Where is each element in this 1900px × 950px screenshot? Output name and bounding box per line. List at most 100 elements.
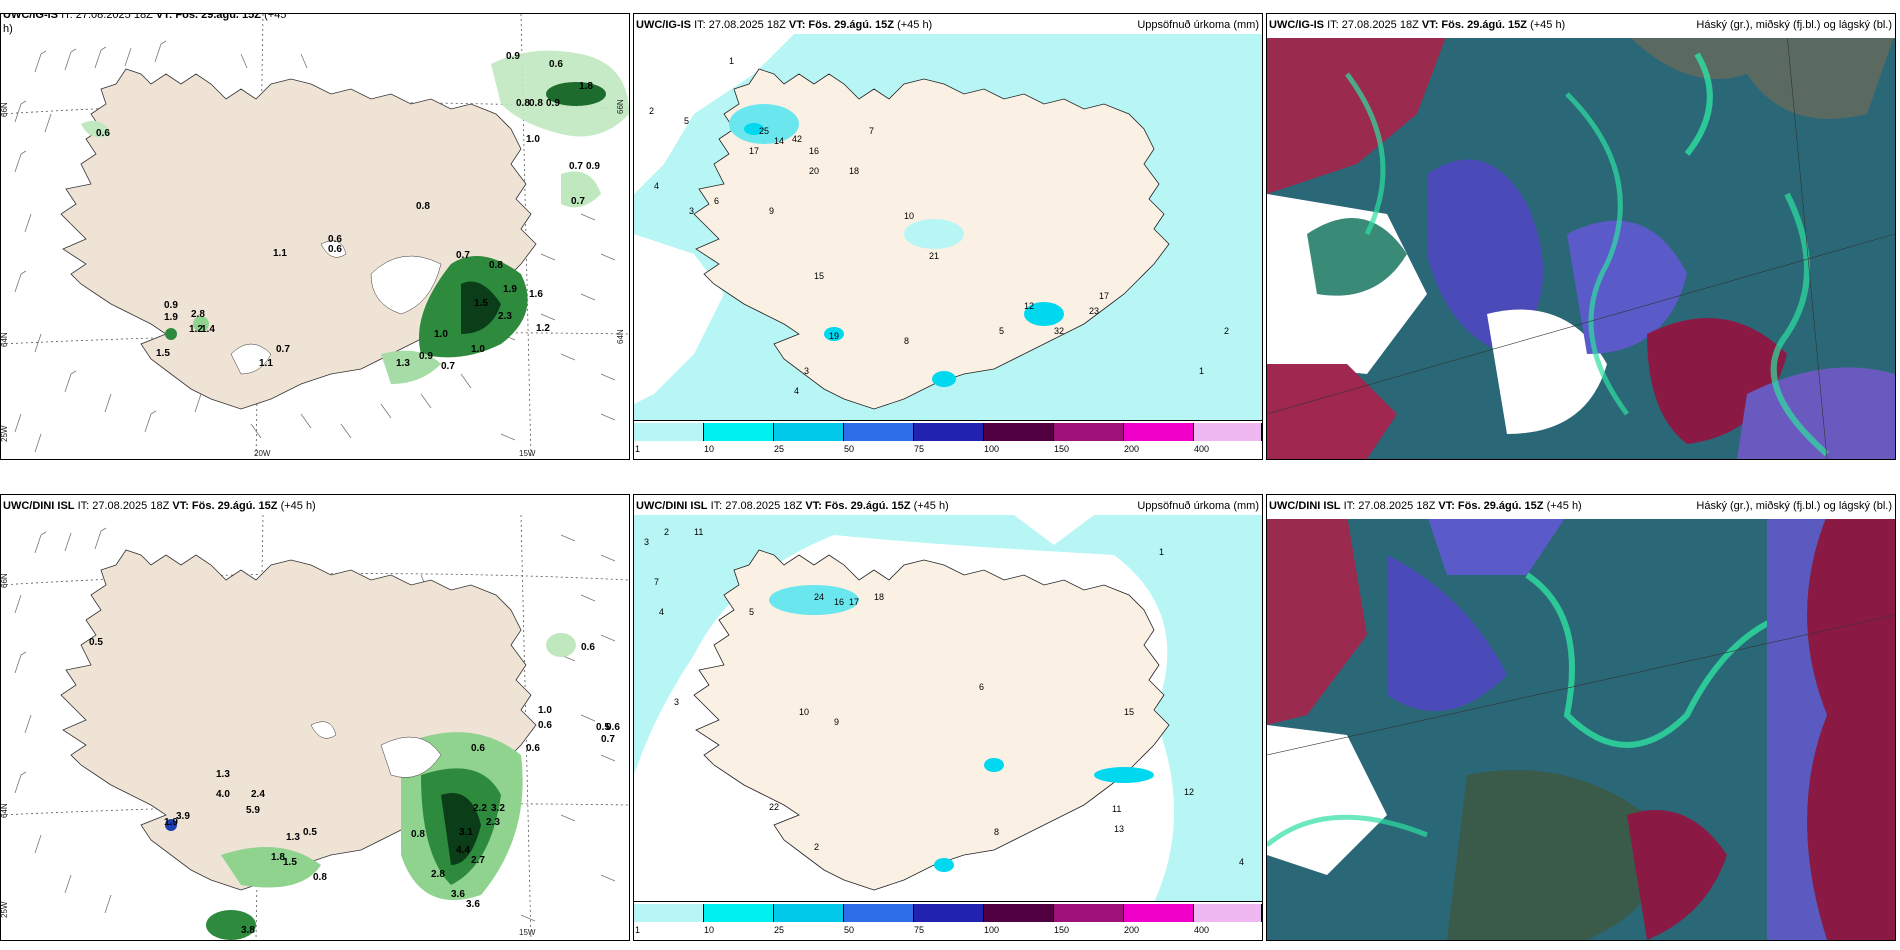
iceland-land xyxy=(693,549,1170,891)
precip-values: 0.9 0.6 1.8 0.8 0.8 0.9 1.0 0.7 0.9 0.7 … xyxy=(96,51,600,372)
colorbar-tick: 200 xyxy=(1124,444,1140,454)
colorbar-tick: 400 xyxy=(1194,444,1210,454)
value-label: 13 xyxy=(1114,824,1124,834)
panel-header: UWC/IG-IS IT: 27.08.2025 18Z VT: Fös. 29… xyxy=(634,14,1262,38)
axis-label-20w: 20W xyxy=(254,449,271,458)
axis-label-15w: 15W xyxy=(519,449,536,458)
value-label: 0.8 xyxy=(529,98,543,109)
value-label: 3.8 xyxy=(241,925,255,936)
value-label: 1.6 xyxy=(529,289,543,300)
white-gaps xyxy=(230,240,442,375)
panel-header: UWC/IG-IS IT: 27.08.2025 18Z VT: Fös. 29… xyxy=(1,13,629,35)
colorbar-swatch xyxy=(704,904,774,922)
value-label: 0.8 xyxy=(411,829,425,840)
colorbar-tick: 400 xyxy=(1194,925,1210,935)
axis-label-64n: 64N xyxy=(1,332,9,347)
value-label: 1.0 xyxy=(538,705,552,716)
value-label: 17 xyxy=(1099,291,1109,301)
model-name: UWC/DINI ISL xyxy=(1269,500,1341,512)
value-label: 11 xyxy=(1112,804,1121,814)
value-label: 0.6 xyxy=(549,59,563,70)
value-label: 18 xyxy=(849,166,859,176)
panel-title: Háský (gr.), miðský (fj.bl.) og lágský (… xyxy=(1696,500,1892,512)
axis-label-15w: 15W xyxy=(519,928,536,937)
lead-time-cont: h) xyxy=(3,23,13,35)
value-label: 4 xyxy=(1239,857,1244,867)
map-canvas: 0.5 0.6 1.0 0.6 0.5 0.6 0.7 0.6 0.6 1.3 … xyxy=(1,515,629,940)
value-label: 3.6 xyxy=(466,899,480,910)
panel-header: UWC/IG-IS IT: 27.08.2025 18Z VT: Fös. 29… xyxy=(1267,14,1895,38)
value-label: 7 xyxy=(869,126,874,136)
precip-shading xyxy=(81,50,629,384)
model-name: UWC/DINI ISL xyxy=(3,500,75,512)
panel-dini-wind-precip: UWC/DINI ISL IT: 27.08.2025 18Z VT: Fös.… xyxy=(0,494,630,941)
value-label: 5 xyxy=(999,326,1004,336)
accum-values: 1 2 5 4 3 6 25 17 14 42 20 16 18 10 9 7 … xyxy=(649,56,1229,396)
map-canvas xyxy=(1267,34,1895,459)
colorbar-tick: 1 xyxy=(635,925,641,935)
init-time: IT: 27.08.2025 18Z xyxy=(694,19,786,31)
value-label: 2.4 xyxy=(251,789,265,800)
value-label: 2.2 xyxy=(473,803,487,814)
value-label: 1 xyxy=(729,56,734,66)
panel-dini-accum-precip: UWC/DINI ISL IT: 27.08.2025 18Z VT: Fös.… xyxy=(633,494,1263,941)
value-label: 42 xyxy=(792,134,802,144)
value-label: 5 xyxy=(684,116,689,126)
lead-time: (+45 h) xyxy=(1546,500,1582,512)
value-label: 0.8 xyxy=(313,872,327,883)
model-name: UWC/IG-IS xyxy=(1269,19,1324,31)
value-label: 1.3 xyxy=(396,358,410,369)
colorbar-tick: 50 xyxy=(844,444,855,454)
colorbar-tick: 25 xyxy=(774,925,785,935)
value-label: 17 xyxy=(849,597,859,607)
value-label: 7 xyxy=(654,577,659,587)
colorbar-tick: 75 xyxy=(914,925,925,935)
value-label: 1.2 xyxy=(189,324,203,335)
value-label: 8 xyxy=(994,827,999,837)
axis-label-25w: 25W xyxy=(1,901,9,918)
value-label: 4 xyxy=(654,181,659,191)
value-label: 1.2 xyxy=(536,323,550,334)
value-label: 3.2 xyxy=(491,803,505,814)
value-label: 1.9 xyxy=(164,817,178,828)
value-label: 1.0 xyxy=(526,134,540,145)
value-label: 1.9 xyxy=(164,312,178,323)
colorbar-tick: 10 xyxy=(704,925,715,935)
lead-time: (+45 h) xyxy=(897,19,933,31)
white-gaps xyxy=(310,721,442,778)
value-label: 14 xyxy=(774,136,784,146)
value-label: 1.5 xyxy=(156,348,170,359)
value-label: 19 xyxy=(829,331,839,341)
value-label: 20 xyxy=(809,166,819,176)
value-label: 0.6 xyxy=(328,244,342,255)
value-label: 16 xyxy=(809,146,819,156)
model-name: UWC/IG-IS xyxy=(636,19,691,31)
value-label: 0.5 xyxy=(596,722,610,733)
panel-header: UWC/DINI ISL IT: 27.08.2025 18Z VT: Fös.… xyxy=(634,495,1262,519)
value-label: 10 xyxy=(904,211,914,221)
value-label: 0.7 xyxy=(456,250,470,261)
colorbar-tick: 25 xyxy=(774,444,785,454)
value-label: 0.9 xyxy=(546,98,560,109)
colorbar-tick: 75 xyxy=(914,444,925,454)
value-label: 1.3 xyxy=(286,832,300,843)
colorbar-swatch xyxy=(914,904,984,922)
value-label: 4 xyxy=(659,607,664,617)
value-label: 16 xyxy=(834,597,844,607)
panel-ig-clouds: UWC/IG-IS IT: 27.08.2025 18Z VT: Fös. 29… xyxy=(1266,13,1896,460)
colorbar-swatch xyxy=(704,423,774,441)
valid-time: VT: Fös. 29.ágú. 15Z xyxy=(805,500,911,512)
valid-time: VT: Fös. 29.ágú. 15Z xyxy=(172,500,278,512)
value-label: 4 xyxy=(794,386,799,396)
value-label: 12 xyxy=(1024,301,1034,311)
value-label: 10 xyxy=(799,707,809,717)
init-time: IT: 27.08.2025 18Z xyxy=(61,13,153,21)
value-label: 0.9 xyxy=(419,351,433,362)
axis-label-64n: 64N xyxy=(1,803,9,818)
colorbar-tick: 50 xyxy=(844,925,855,935)
colorbar-swatch xyxy=(984,423,1054,441)
value-label: 5 xyxy=(749,607,754,617)
panel-ig-accum-precip: UWC/IG-IS IT: 27.08.2025 18Z VT: Fös. 29… xyxy=(633,13,1263,460)
precip-values: 0.5 0.6 1.0 0.6 0.5 0.6 0.7 0.6 0.6 1.3 … xyxy=(89,637,620,936)
value-label: 0.9 xyxy=(164,300,178,311)
